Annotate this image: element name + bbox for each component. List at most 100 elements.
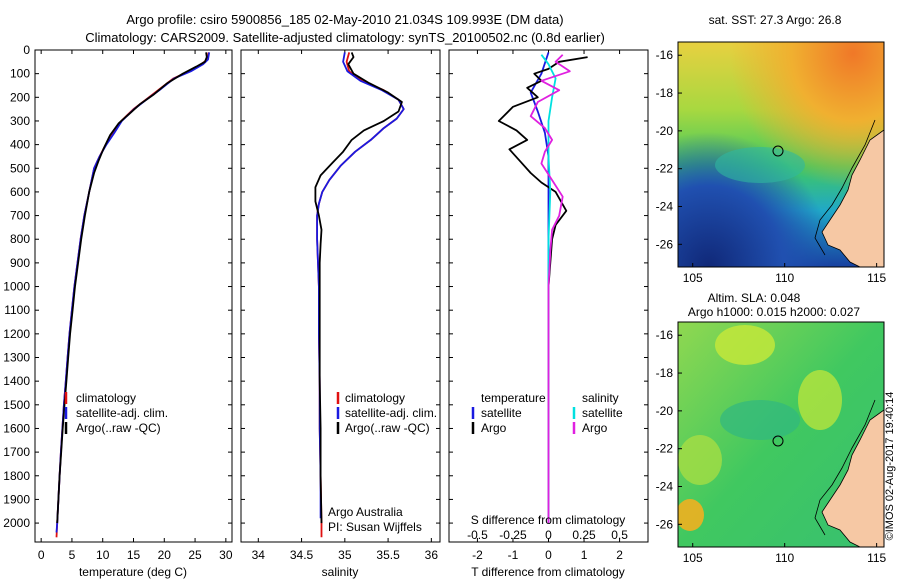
sst-map-panel: sat. SST: 27.3 Argo: 26.8 105 110 115 -16 -1… bbox=[656, 13, 887, 285]
argo-australia-label: Argo Australia bbox=[328, 505, 403, 519]
depth-tick-label: 800 bbox=[10, 232, 30, 246]
depth-tick-label: 400 bbox=[10, 138, 30, 152]
sst-map-ticks: 105 110 115 -16 -18 -20 -22 -24 -26 bbox=[656, 48, 887, 285]
map-y-tick-label: -18 bbox=[656, 86, 674, 100]
sst-coast-contour bbox=[814, 119, 876, 256]
legend-s-satellite: satellite bbox=[582, 406, 623, 420]
sst-map-frame bbox=[677, 41, 885, 268]
x-tick-label: 36 bbox=[425, 548, 439, 562]
x-tick-label: 15 bbox=[127, 548, 141, 562]
map-x-tick-label: 110 bbox=[775, 551, 794, 565]
series-line bbox=[529, 54, 571, 524]
sla-coast-contour bbox=[814, 399, 876, 536]
s-tick-label: -0.5 bbox=[467, 528, 488, 542]
x-tick-label: 35.5 bbox=[376, 548, 400, 562]
depth-tick-label: 300 bbox=[10, 114, 30, 128]
sla-map-title-line2: Argo h1000: 0.015 h2000: 0.027 bbox=[688, 305, 860, 319]
series-line bbox=[314, 52, 403, 524]
depth-tick-label: 1500 bbox=[3, 398, 30, 412]
x-tick-label: 30 bbox=[219, 548, 233, 562]
map-y-tick-label: -16 bbox=[656, 48, 674, 62]
s-tick-label: 0 bbox=[545, 528, 552, 542]
temperature-series bbox=[55, 52, 211, 538]
series-line bbox=[316, 52, 405, 538]
sla-high-patch-2 bbox=[798, 370, 842, 430]
legend-t-satellite: satellite bbox=[481, 406, 522, 420]
legend-s-argo: Argo bbox=[582, 421, 608, 435]
sal-legend-climatology: climatology bbox=[345, 391, 405, 405]
depth-tick-label: 2000 bbox=[3, 516, 30, 530]
figure-title-line1: Argo profile: csiro 5900856_185 02-May-2… bbox=[126, 12, 563, 27]
x-tick-label: 0 bbox=[38, 548, 45, 562]
x-tick-label: 0 bbox=[545, 548, 552, 562]
depth-tick-label: 1800 bbox=[3, 469, 30, 483]
imos-stamp: ©IMOS 02-Aug-2017 19:40:14 bbox=[884, 392, 896, 541]
pi-label: PI: Susan Wijffels bbox=[328, 520, 422, 534]
salinity-xlabel: salinity bbox=[322, 565, 359, 579]
legend-t-argo: Argo bbox=[481, 421, 507, 435]
x-tick-label: 2 bbox=[616, 548, 623, 562]
x-tick-label: 35 bbox=[338, 548, 352, 562]
map-x-tick-label: 105 bbox=[683, 271, 703, 285]
x-tick-label: 34.5 bbox=[290, 548, 314, 562]
map-y-tick-label: -22 bbox=[656, 442, 674, 456]
map-y-tick-label: -24 bbox=[656, 199, 674, 213]
difference-series bbox=[497, 52, 588, 524]
depth-tick-label: 1100 bbox=[4, 303, 30, 317]
x-tick-label: 20 bbox=[158, 548, 172, 562]
x-tick-label: 25 bbox=[188, 548, 202, 562]
sst-cool-tongue bbox=[715, 147, 805, 183]
temperature-axis-ticks: 0 5 10 15 20 25 30 bbox=[38, 50, 233, 562]
difference-panel: -2 -1 0 1 2 -0.5 -0.25 0 0.25 0.5 T difference fr… bbox=[448, 49, 649, 579]
sla-low-patch bbox=[720, 400, 800, 440]
series-line bbox=[56, 52, 208, 524]
salinity-axis-ticks: 34 34.5 35 35.5 36 bbox=[252, 50, 439, 562]
sla-high-patch-1 bbox=[715, 325, 775, 365]
sla-float-marker bbox=[772, 435, 784, 447]
sla-high-patch-3 bbox=[678, 435, 722, 485]
legend-satellite: satellite-adj. clim. bbox=[76, 406, 168, 420]
depth-tick-label: 200 bbox=[10, 90, 30, 104]
s-tick-label: 0.5 bbox=[611, 528, 628, 542]
depth-tick-label: 1700 bbox=[3, 445, 30, 459]
depth-tick-label: 600 bbox=[10, 185, 30, 199]
s-tick-label: -0.25 bbox=[499, 528, 527, 542]
depth-tick-label: 1300 bbox=[3, 351, 30, 365]
salinity-panel: 34 34.5 35 35.5 36 salinity climatology sate… bbox=[240, 49, 441, 579]
legend-argo: Argo(..raw -QC) bbox=[76, 421, 161, 435]
legend-temperature-heading: temperature bbox=[481, 391, 546, 405]
map-y-tick-label: -16 bbox=[656, 328, 674, 342]
temperature-plot-frame bbox=[34, 49, 233, 543]
depth-tick-label: 500 bbox=[10, 161, 30, 175]
sst-map-title: sat. SST: 27.3 Argo: 26.8 bbox=[709, 13, 842, 27]
difference-depth-ticks bbox=[449, 49, 648, 524]
sal-legend-argo: Argo(..raw -QC) bbox=[345, 421, 430, 435]
sst-land bbox=[821, 129, 884, 267]
salinity-depth-ticks bbox=[241, 49, 440, 524]
map-y-tick-label: -22 bbox=[656, 162, 674, 176]
sst-float-marker bbox=[772, 145, 784, 157]
depth-tick-label: 900 bbox=[10, 256, 30, 270]
salinity-legend: climatology satellite-adj. clim. Argo(..… bbox=[336, 391, 437, 435]
series-line bbox=[316, 52, 405, 519]
x-tick-label: 1 bbox=[581, 548, 588, 562]
x-tick-label: 34 bbox=[252, 548, 266, 562]
t-difference-xlabel: T difference from climatology bbox=[471, 565, 625, 579]
sla-map-frame bbox=[677, 321, 885, 548]
temperature-panel: 0100200300400500600700800900100011001200… bbox=[3, 43, 233, 579]
map-y-tick-label: -18 bbox=[656, 366, 674, 380]
map-x-tick-label: 105 bbox=[683, 551, 703, 565]
sla-map-ticks: 105 110 115 -16 -18 -20 -22 -24 -26 bbox=[656, 328, 887, 565]
x-tick-label: -2 bbox=[472, 548, 483, 562]
temperature-legend: climatology satellite-adj. clim. Argo(..… bbox=[64, 391, 168, 435]
difference-legend: temperature satellite Argo salinity sate… bbox=[471, 391, 623, 435]
s-tick-label: 0.25 bbox=[572, 528, 596, 542]
map-y-tick-label: -24 bbox=[656, 479, 674, 493]
depth-tick-label: 1900 bbox=[3, 492, 30, 506]
s-difference-label: S difference from climatology bbox=[471, 513, 626, 527]
salinity-plot-frame bbox=[240, 49, 441, 543]
sla-map-title-line1: Altim. SLA: 0.048 bbox=[708, 291, 801, 305]
depth-tick-label: 1400 bbox=[3, 374, 30, 388]
sla-map-panel: Altim. SLA: 0.048 Argo h1000: 0.015 h200… bbox=[656, 291, 887, 565]
